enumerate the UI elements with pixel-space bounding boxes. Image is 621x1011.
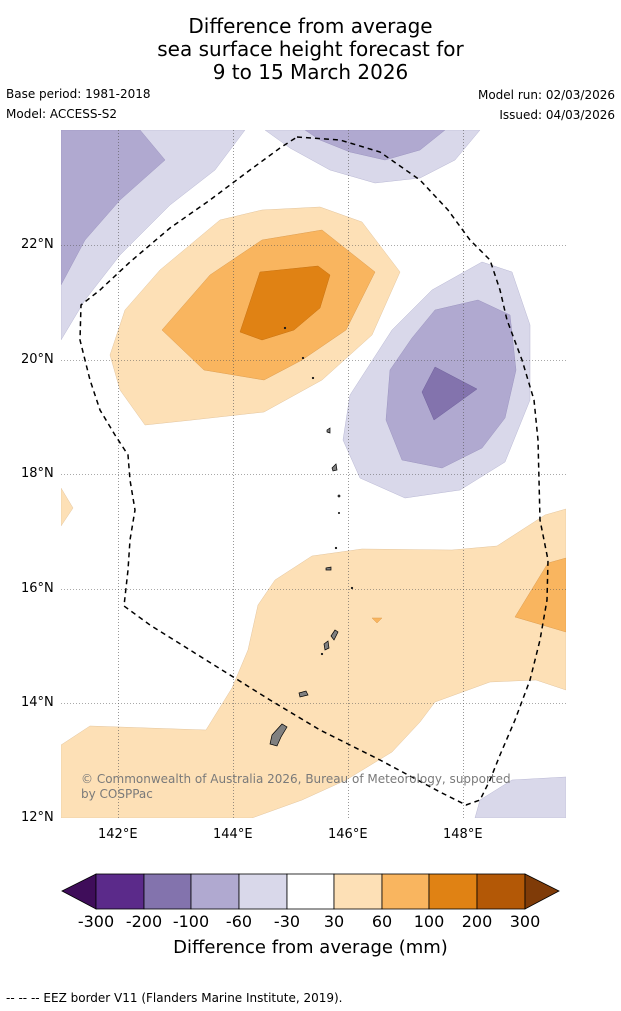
- colorbar-segment: [190, 873, 240, 910]
- contour-pos100-northwest: [239, 265, 331, 341]
- contour-pos60-southeast: [514, 557, 566, 633]
- island-small-5: [301, 356, 305, 360]
- contour-neg30-southeast: [474, 776, 566, 818]
- colorbar-tick-label: -300: [77, 912, 115, 931]
- island-tinian: [323, 640, 330, 651]
- colorbar-tick-label: 60: [371, 912, 393, 931]
- island-pagan: [331, 463, 338, 472]
- island-agrihan: [326, 427, 331, 434]
- map-plot-area: [61, 130, 566, 818]
- lat-label-18n: 18°N: [21, 466, 54, 481]
- contour-neg60-northwest: [61, 130, 166, 286]
- colorbar-segment: [238, 873, 288, 910]
- lat-label-12n: 12°N: [21, 810, 54, 825]
- island-small-1: [337, 494, 341, 498]
- colorbar-extend-max: [524, 873, 560, 910]
- island-small-7: [283, 326, 287, 330]
- islands: [269, 326, 354, 747]
- island-saipan: [330, 629, 339, 641]
- colorbar-segment: [95, 873, 145, 910]
- island-rota: [298, 690, 309, 698]
- island-small-6: [311, 376, 315, 380]
- colorbar-tick-label: 100: [413, 912, 445, 931]
- chart-title: Difference from average sea surface heig…: [0, 15, 621, 84]
- colorbar: [61, 873, 560, 910]
- lon-label-144e: 144°E: [213, 827, 253, 842]
- colorbar-tick-label: 30: [323, 912, 345, 931]
- island-small-8: [337, 511, 341, 515]
- colorbar-tick-label: 300: [509, 912, 541, 931]
- island-small-2: [334, 546, 338, 550]
- lat-label-14n: 14°N: [21, 695, 54, 710]
- title-line-2: sea surface height forecast for: [157, 37, 464, 61]
- island-small-3: [350, 586, 354, 590]
- colorbar-segment: [286, 873, 335, 910]
- lon-label-142e: 142°E: [98, 827, 138, 842]
- lon-label-148e: 148°E: [443, 827, 483, 842]
- model-name: Model: ACCESS-S2: [6, 107, 118, 121]
- colorbar-tick-label: -30: [273, 912, 301, 931]
- gridlines: [61, 130, 566, 818]
- contour-pos30-south: [61, 508, 566, 818]
- contour-neg60-north: [304, 130, 446, 161]
- eez-legend-note: -- -- -- EEZ border V11 (Flanders Marine…: [6, 991, 343, 1005]
- title-line-1: Difference from average: [188, 14, 433, 38]
- issued-date: Issued: 04/03/2026: [499, 108, 615, 122]
- lon-label-146e: 146°E: [328, 827, 368, 842]
- colorbar-tick-label: -200: [125, 912, 163, 931]
- island-anatahan: [325, 566, 332, 571]
- contour-neg100-east: [421, 366, 478, 421]
- colorbar-extend-min: [61, 873, 97, 910]
- colorbar-segment: [143, 873, 192, 910]
- model-run: Model run: 02/03/2026: [477, 88, 615, 102]
- lat-label-20n: 20°N: [21, 352, 54, 367]
- title-line-3: 9 to 15 March 2026: [212, 60, 409, 84]
- lat-label-22n: 22°N: [21, 237, 54, 252]
- copyright-credit: © Commonwealth of Australia 2026, Bureau…: [81, 772, 511, 801]
- colorbar-segment: [333, 873, 383, 910]
- lat-label-16n: 16°N: [21, 581, 54, 596]
- contour-pos60-small: [371, 617, 383, 624]
- colorbar-segment: [381, 873, 430, 910]
- colorbar-tick-label: 200: [461, 912, 493, 931]
- colorbar-title: Difference from average (mm): [173, 937, 448, 958]
- eez-border: [79, 136, 549, 806]
- base-period: Base period: 1981-2018: [6, 87, 151, 101]
- colorbar-segment: [476, 873, 526, 910]
- contour-pos30-west-edge: [61, 487, 74, 527]
- positive-anomaly-contours: [61, 206, 566, 818]
- colorbar-tick-label: -100: [172, 912, 210, 931]
- island-guam: [269, 723, 288, 747]
- negative-anomaly-contours: [61, 130, 531, 499]
- colorbar-segment: [428, 873, 478, 910]
- island-small-4: [320, 652, 324, 656]
- colorbar-tick-label: -60: [225, 912, 253, 931]
